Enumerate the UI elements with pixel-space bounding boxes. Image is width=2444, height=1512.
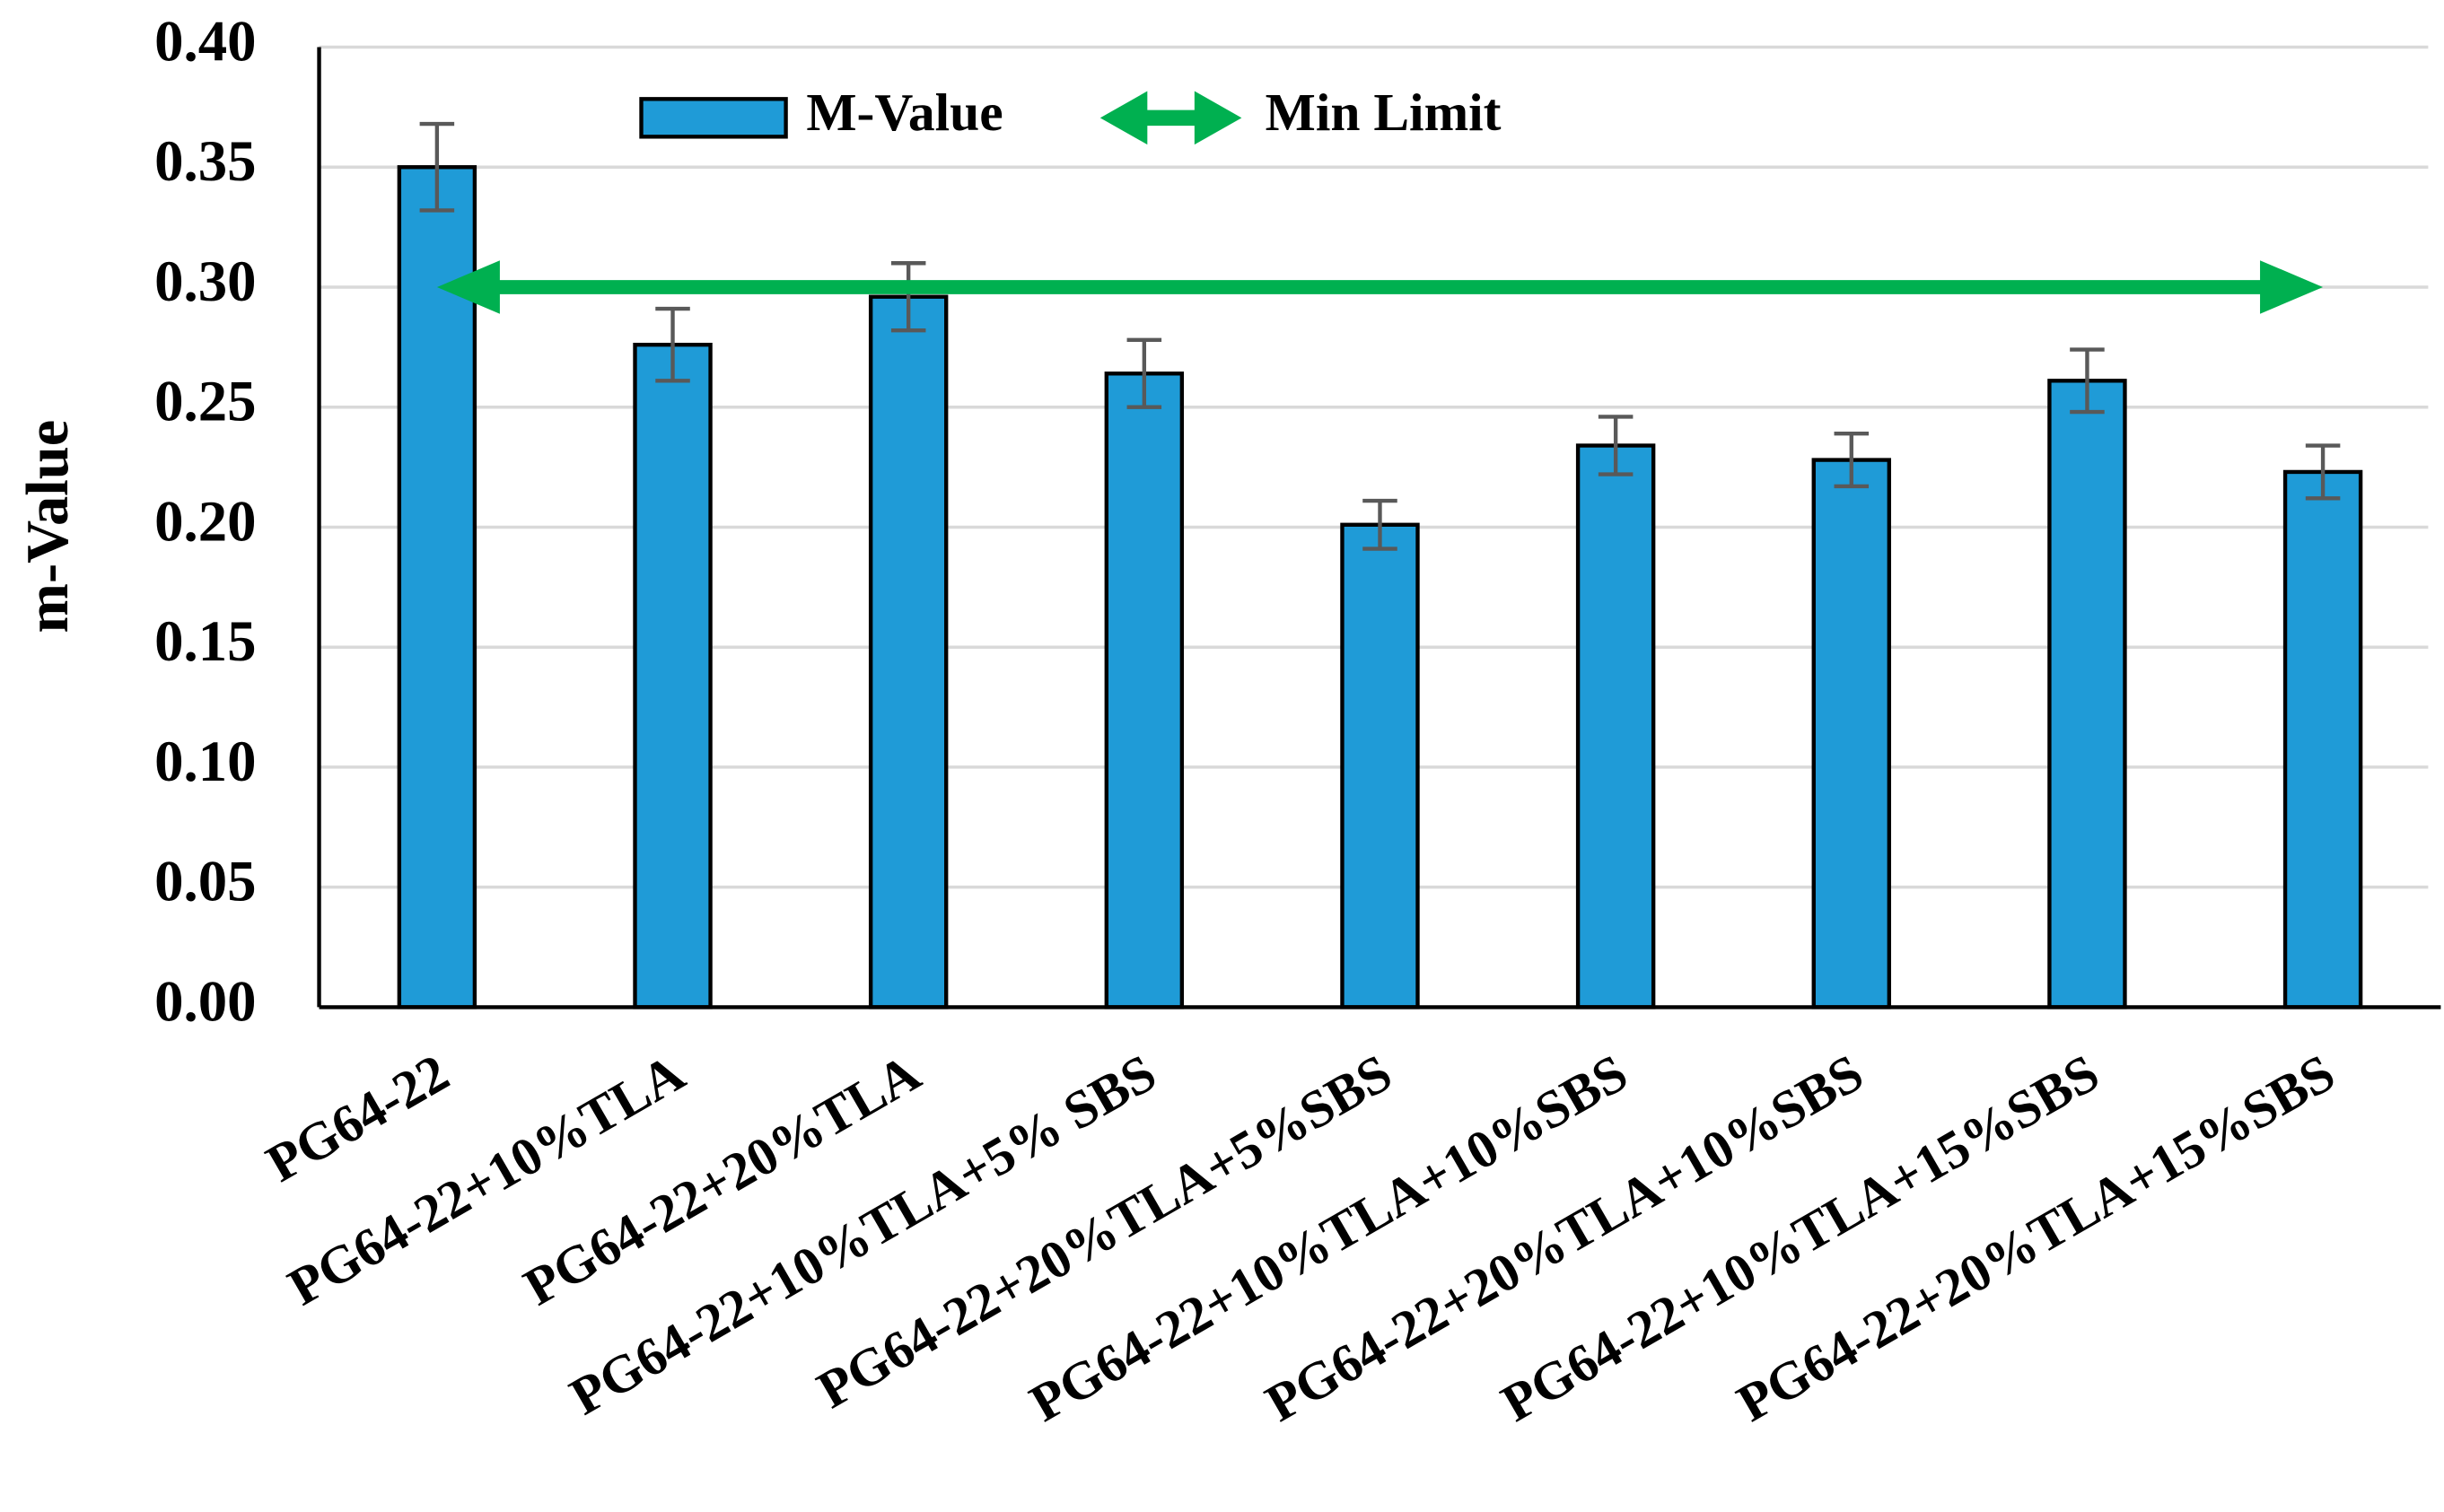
legend-swatch — [639, 97, 788, 139]
x-tick-label: PG64-22+10%TLA — [278, 1043, 694, 1317]
bar — [397, 165, 477, 1009]
error-bar — [1126, 337, 1162, 409]
x-tick-label: PG64-22+20%TLA — [514, 1043, 930, 1317]
error-bar — [1362, 498, 1397, 551]
y-tick-label: 0.35 — [154, 129, 256, 194]
legend-arrow — [1099, 91, 1242, 145]
bar — [633, 343, 713, 1009]
error-bar — [419, 121, 455, 213]
error-bar — [655, 306, 690, 383]
bar — [1811, 458, 1891, 1009]
bar — [1104, 371, 1185, 1009]
bar — [2282, 469, 2363, 1009]
error-bar — [1598, 415, 1634, 476]
y-tick-label: 0.15 — [154, 609, 256, 674]
bar — [1575, 443, 1656, 1009]
legend-label: Min Limit — [1266, 83, 1502, 142]
bar — [868, 294, 949, 1009]
y-tick-label: 0.05 — [154, 850, 256, 914]
error-bar — [1834, 431, 1870, 489]
y-tick-label: 0.40 — [154, 9, 256, 74]
x-tick-label: PG64-22 — [257, 1043, 459, 1193]
error-bar — [890, 261, 926, 333]
bar — [1340, 522, 1420, 1009]
y-tick-label: 0.00 — [154, 969, 256, 1034]
y-tick-label: 0.25 — [154, 370, 256, 434]
error-bar — [2305, 443, 2341, 501]
y-axis-title: m-Value — [15, 420, 81, 634]
min-limit — [436, 260, 2324, 314]
y-tick-label: 0.20 — [154, 489, 256, 554]
error-bar — [2070, 347, 2105, 415]
legend-label: M-Value — [806, 83, 1003, 142]
y-tick-label: 0.10 — [154, 730, 256, 794]
y-tick-label: 0.30 — [154, 249, 256, 314]
bar — [2047, 379, 2127, 1009]
